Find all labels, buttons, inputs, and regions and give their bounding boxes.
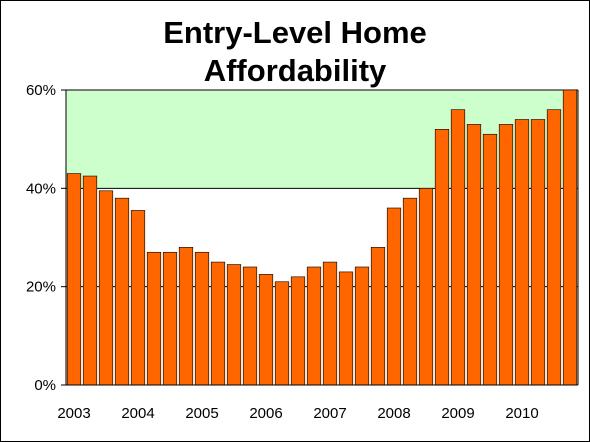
bar-7: [162, 251, 178, 386]
chart-title-line-2: Affordability: [203, 53, 387, 88]
bar-11: [226, 264, 242, 386]
bar-5: [130, 210, 146, 386]
bar-3: [98, 190, 114, 386]
bar-29: [514, 119, 530, 386]
bar-30: [530, 119, 546, 386]
bar-18: [338, 271, 354, 386]
x-tick-label: 2008: [377, 405, 410, 422]
y-tick-label: 60%: [26, 82, 56, 99]
x-tick-label: 2009: [441, 405, 474, 422]
x-tick-label: 2003: [57, 405, 90, 422]
bar-23: [418, 188, 434, 386]
bar-22: [402, 197, 418, 386]
y-tick-label: 40%: [26, 180, 56, 197]
bar-28: [498, 124, 514, 386]
bar-19: [354, 266, 370, 386]
bar-17: [322, 261, 338, 386]
bar-21: [386, 207, 402, 386]
bar-27: [482, 133, 498, 386]
bar-1: [66, 173, 82, 386]
bar-26: [466, 124, 482, 386]
bar-15: [290, 276, 306, 386]
bar-24: [434, 129, 450, 386]
x-tick-label: 2004: [121, 405, 154, 422]
bar-10: [210, 261, 226, 386]
bar-14: [274, 281, 290, 386]
bar-13: [258, 274, 274, 386]
x-tick-label: 2006: [249, 405, 282, 422]
bar-6: [146, 251, 162, 386]
bar-9: [194, 251, 210, 386]
bar-25: [450, 109, 466, 386]
chart-title-line-1: Entry-Level Home: [163, 15, 427, 50]
bar-32: [562, 89, 578, 386]
bar-4: [114, 197, 130, 386]
bar-16: [306, 266, 322, 386]
y-tick-label: 20%: [26, 279, 56, 296]
bar-31: [546, 109, 562, 386]
bar-20: [370, 247, 386, 386]
bar-12: [242, 266, 258, 386]
bar-2: [82, 175, 98, 386]
y-tick-label: 0%: [34, 377, 56, 394]
bar-8: [178, 247, 194, 386]
x-tick-label: 2010: [505, 405, 538, 422]
x-tick-label: 2007: [313, 405, 346, 422]
x-tick-label: 2005: [185, 405, 218, 422]
